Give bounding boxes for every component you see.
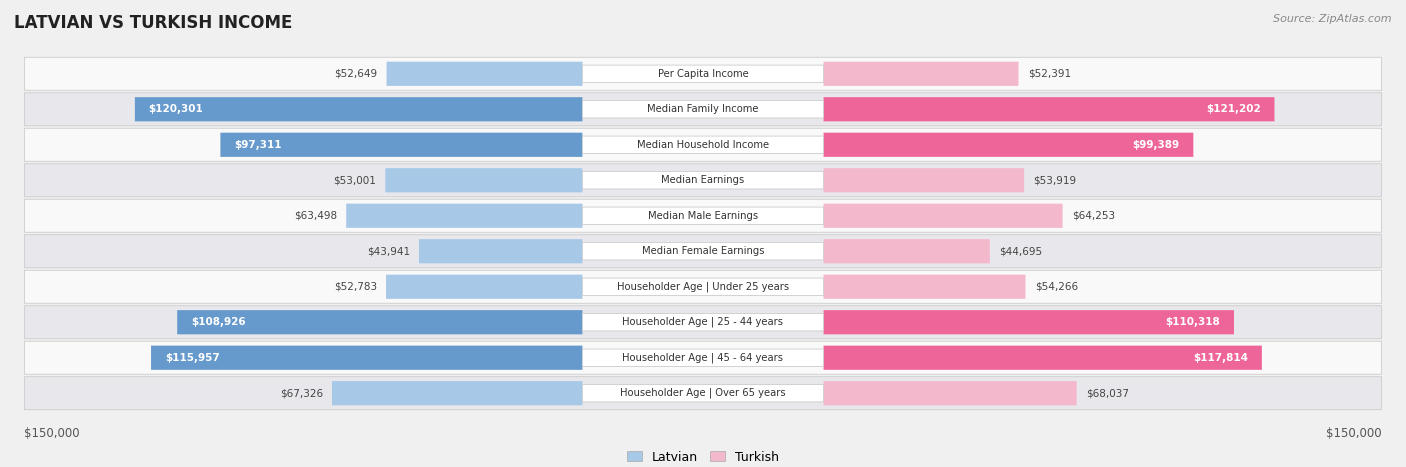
FancyBboxPatch shape [582, 136, 824, 154]
Text: $97,311: $97,311 [235, 140, 281, 150]
Text: $67,326: $67,326 [280, 388, 323, 398]
Text: LATVIAN VS TURKISH INCOME: LATVIAN VS TURKISH INCOME [14, 14, 292, 32]
FancyBboxPatch shape [582, 100, 824, 118]
FancyBboxPatch shape [824, 97, 1274, 121]
FancyBboxPatch shape [177, 310, 582, 334]
Text: Householder Age | 25 - 44 years: Householder Age | 25 - 44 years [623, 317, 783, 327]
FancyBboxPatch shape [582, 313, 824, 331]
FancyBboxPatch shape [824, 168, 1024, 192]
Text: Source: ZipAtlas.com: Source: ZipAtlas.com [1274, 14, 1392, 24]
Text: $110,318: $110,318 [1166, 317, 1220, 327]
Text: Householder Age | Under 25 years: Householder Age | Under 25 years [617, 282, 789, 292]
Text: $99,389: $99,389 [1132, 140, 1180, 150]
FancyBboxPatch shape [24, 306, 1382, 339]
FancyBboxPatch shape [24, 164, 1382, 197]
FancyBboxPatch shape [24, 270, 1382, 303]
Text: Householder Age | 45 - 64 years: Householder Age | 45 - 64 years [623, 353, 783, 363]
FancyBboxPatch shape [387, 275, 582, 299]
FancyBboxPatch shape [582, 278, 824, 296]
FancyBboxPatch shape [135, 97, 582, 121]
Legend: Latvian, Turkish: Latvian, Turkish [621, 446, 785, 467]
FancyBboxPatch shape [824, 381, 1077, 405]
FancyBboxPatch shape [332, 381, 582, 405]
Text: $108,926: $108,926 [191, 317, 246, 327]
Text: $120,301: $120,301 [149, 104, 204, 114]
FancyBboxPatch shape [24, 235, 1382, 268]
FancyBboxPatch shape [582, 242, 824, 260]
Text: $150,000: $150,000 [1326, 427, 1382, 440]
FancyBboxPatch shape [24, 57, 1382, 90]
FancyBboxPatch shape [824, 346, 1261, 370]
Text: Per Capita Income: Per Capita Income [658, 69, 748, 79]
Text: Median Female Earnings: Median Female Earnings [641, 246, 765, 256]
FancyBboxPatch shape [419, 239, 582, 263]
Text: $64,253: $64,253 [1071, 211, 1115, 221]
FancyBboxPatch shape [385, 168, 582, 192]
Text: Median Male Earnings: Median Male Earnings [648, 211, 758, 221]
FancyBboxPatch shape [582, 349, 824, 367]
Text: $63,498: $63,498 [294, 211, 337, 221]
Text: $121,202: $121,202 [1206, 104, 1261, 114]
Text: Median Household Income: Median Household Income [637, 140, 769, 150]
FancyBboxPatch shape [824, 204, 1063, 228]
FancyBboxPatch shape [150, 346, 582, 370]
FancyBboxPatch shape [24, 93, 1382, 126]
FancyBboxPatch shape [824, 310, 1234, 334]
FancyBboxPatch shape [824, 133, 1194, 157]
Text: $52,783: $52,783 [333, 282, 377, 292]
FancyBboxPatch shape [346, 204, 582, 228]
FancyBboxPatch shape [387, 62, 582, 86]
FancyBboxPatch shape [824, 275, 1025, 299]
FancyBboxPatch shape [582, 65, 824, 83]
Text: Median Family Income: Median Family Income [647, 104, 759, 114]
Text: $43,941: $43,941 [367, 246, 409, 256]
Text: $54,266: $54,266 [1035, 282, 1078, 292]
Text: $117,814: $117,814 [1194, 353, 1249, 363]
FancyBboxPatch shape [24, 199, 1382, 232]
FancyBboxPatch shape [824, 62, 1018, 86]
FancyBboxPatch shape [582, 171, 824, 189]
FancyBboxPatch shape [824, 239, 990, 263]
FancyBboxPatch shape [24, 128, 1382, 161]
Text: $115,957: $115,957 [165, 353, 219, 363]
Text: Median Earnings: Median Earnings [661, 175, 745, 185]
Text: $52,391: $52,391 [1028, 69, 1071, 79]
Text: $53,919: $53,919 [1033, 175, 1077, 185]
FancyBboxPatch shape [24, 377, 1382, 410]
Text: $53,001: $53,001 [333, 175, 375, 185]
Text: $68,037: $68,037 [1085, 388, 1129, 398]
Text: $44,695: $44,695 [1000, 246, 1042, 256]
FancyBboxPatch shape [582, 384, 824, 402]
FancyBboxPatch shape [582, 207, 824, 225]
FancyBboxPatch shape [221, 133, 582, 157]
Text: $52,649: $52,649 [335, 69, 377, 79]
Text: Householder Age | Over 65 years: Householder Age | Over 65 years [620, 388, 786, 398]
FancyBboxPatch shape [24, 341, 1382, 374]
Text: $150,000: $150,000 [24, 427, 80, 440]
